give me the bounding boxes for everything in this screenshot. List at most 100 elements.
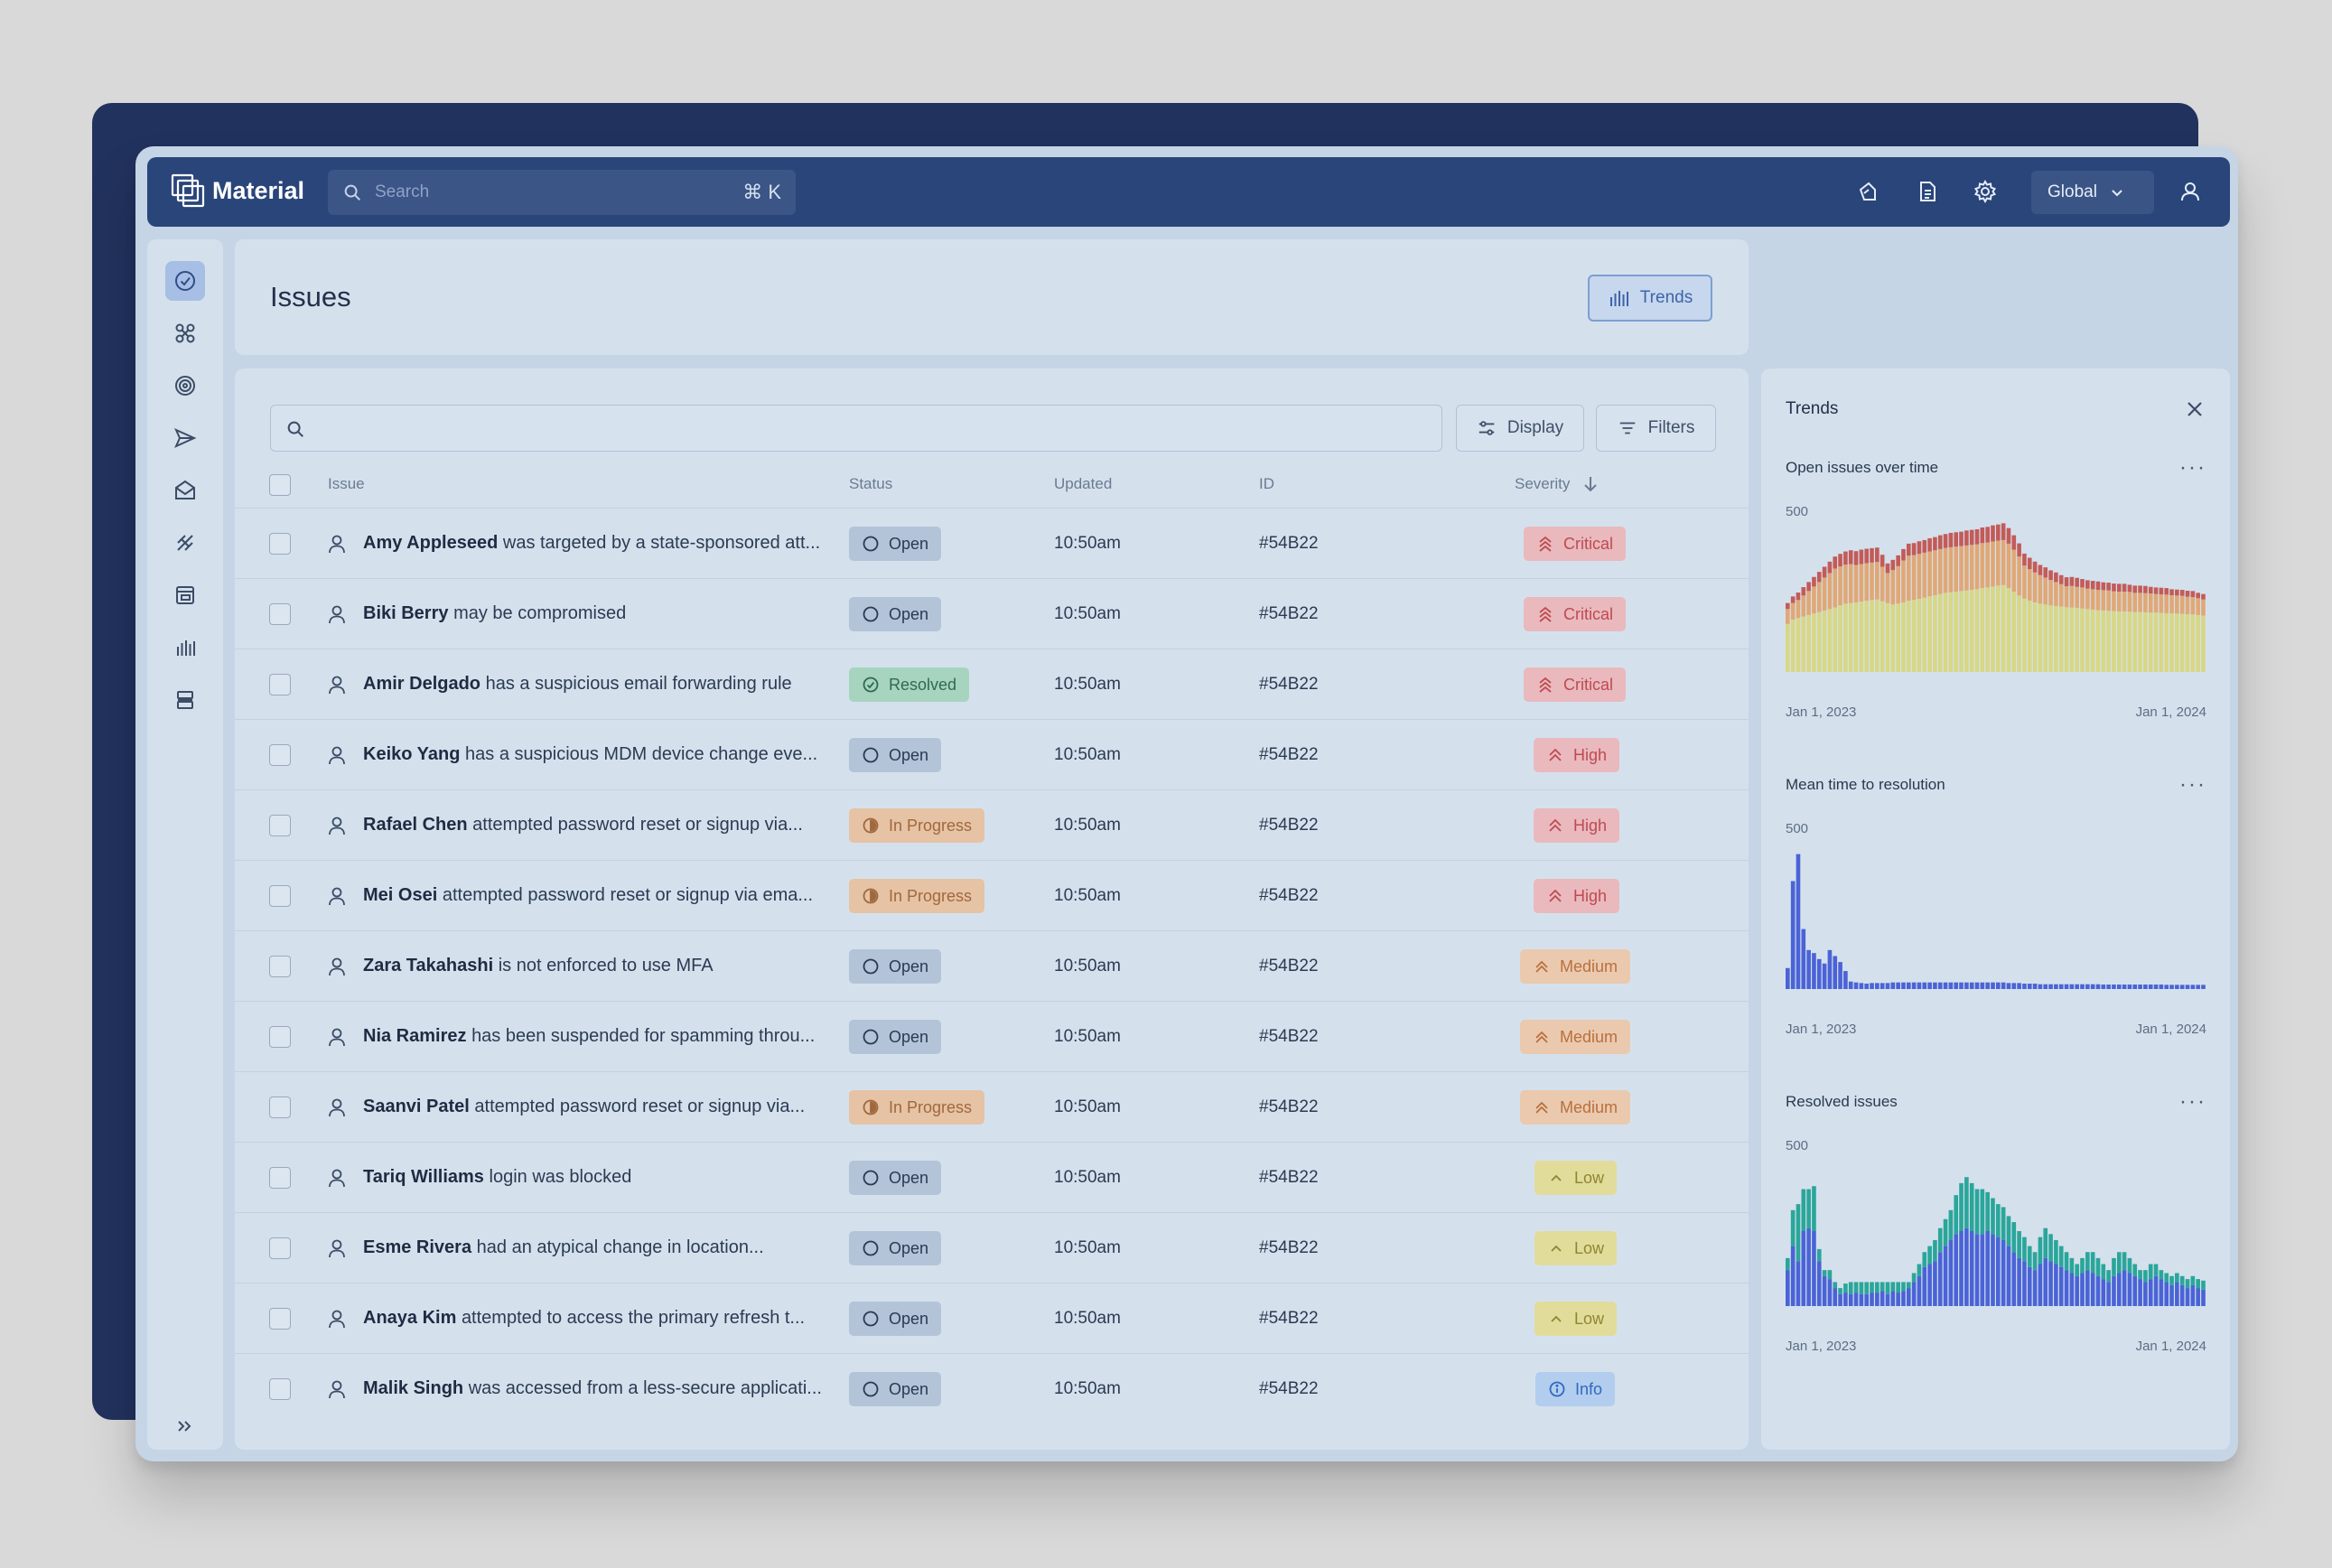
table-row[interactable]: Amy Appleseed was targeted by a state-sp… xyxy=(235,508,1749,578)
table-row[interactable]: Amir Delgado has a suspicious email forw… xyxy=(235,649,1749,719)
nav-mail-icon[interactable] xyxy=(165,471,205,510)
chart-bar xyxy=(2090,581,2095,590)
issue-description[interactable]: Amir Delgado has a suspicious email forw… xyxy=(363,674,792,695)
chart-bar xyxy=(1896,1282,1900,1293)
column-header-issue[interactable]: Issue xyxy=(328,475,365,492)
chart-bar xyxy=(1843,603,1848,672)
row-checkbox[interactable] xyxy=(269,1167,291,1189)
nav-analytics-icon[interactable] xyxy=(165,628,205,667)
issue-description[interactable]: Saanvi Patel attempted password reset or… xyxy=(363,1097,805,1117)
issue-id: #54B22 xyxy=(1259,886,1319,905)
nav-send-icon[interactable] xyxy=(165,418,205,458)
issue-description[interactable]: Mei Osei attempted password reset or sig… xyxy=(363,885,813,906)
chart-bar xyxy=(2175,613,2179,672)
row-checkbox[interactable] xyxy=(269,1097,291,1118)
brand-logo[interactable]: Material xyxy=(171,173,304,208)
row-checkbox[interactable] xyxy=(269,1378,291,1400)
nav-reports-icon[interactable] xyxy=(165,575,205,615)
row-checkbox[interactable] xyxy=(269,533,291,555)
issue-description[interactable]: Keiko Yang has a suspicious MDM device c… xyxy=(363,744,817,765)
issue-user-name: Biki Berry xyxy=(363,603,449,623)
chart-bar xyxy=(1870,1293,1874,1306)
table-row[interactable]: Keiko Yang has a suspicious MDM device c… xyxy=(235,719,1749,789)
display-button[interactable]: Display xyxy=(1456,405,1584,452)
nav-issues-icon[interactable] xyxy=(165,261,205,301)
table-row[interactable]: Mei Osei attempted password reset or sig… xyxy=(235,860,1749,930)
row-checkbox[interactable] xyxy=(269,744,291,766)
row-checkbox[interactable] xyxy=(269,1026,291,1048)
severity-low-icon xyxy=(1547,1169,1565,1187)
status-open-icon xyxy=(862,605,880,623)
select-all-checkbox[interactable] xyxy=(269,474,291,496)
chart-bar xyxy=(1969,1231,1974,1306)
filters-button[interactable]: Filters xyxy=(1596,405,1716,452)
expand-sidebar-icon[interactable] xyxy=(165,1406,205,1446)
status-label: Open xyxy=(889,957,929,975)
issue-description[interactable]: Zara Takahashi is not enforced to use MF… xyxy=(363,956,714,976)
nav-integrations-icon[interactable] xyxy=(165,313,205,353)
column-header-updated[interactable]: Updated xyxy=(1054,475,1113,492)
issue-id: #54B22 xyxy=(1259,957,1319,975)
more-options-icon[interactable]: ··· xyxy=(2179,772,2206,797)
updated-time: 10:50am xyxy=(1054,1027,1121,1046)
user-profile-icon[interactable] xyxy=(2178,179,2203,204)
display-button-label: Display xyxy=(1506,418,1564,437)
scope-dropdown[interactable]: Global xyxy=(2031,171,2154,214)
table-row[interactable]: Rafael Chen attempted password reset or … xyxy=(235,789,1749,860)
table-row[interactable]: Nia Ramirez has been suspended for spamm… xyxy=(235,1001,1749,1071)
column-header-severity[interactable]: Severity xyxy=(1515,475,1599,493)
chart-bar xyxy=(1933,537,1937,551)
chart-bar xyxy=(2132,585,2138,593)
chart-bar xyxy=(2106,1270,2111,1283)
issue-description[interactable]: Esme Rivera had an atypical change in lo… xyxy=(363,1237,764,1258)
severity-badge: Medium xyxy=(1520,949,1631,984)
nav-tools-icon[interactable] xyxy=(165,523,205,563)
severity-badge: Critical xyxy=(1524,527,1627,561)
table-row[interactable]: Biki Berry may be compromised Open 10:50am… xyxy=(235,578,1749,649)
document-icon[interactable] xyxy=(1915,179,1940,204)
table-row[interactable]: Tariq Williams login was blocked Open 10:5… xyxy=(235,1142,1749,1212)
notification-icon[interactable] xyxy=(1856,179,1881,204)
row-checkbox[interactable] xyxy=(269,674,291,695)
row-checkbox[interactable] xyxy=(269,815,291,836)
more-options-icon[interactable]: ··· xyxy=(2179,1089,2206,1114)
row-checkbox[interactable] xyxy=(269,956,291,977)
issue-description[interactable]: Tariq Williams login was blocked xyxy=(363,1167,631,1188)
row-checkbox[interactable] xyxy=(269,603,291,625)
chart-bar xyxy=(2112,611,2116,672)
row-checkbox[interactable] xyxy=(269,1308,291,1330)
chart-bar xyxy=(1827,573,1833,610)
settings-gear-icon[interactable] xyxy=(1973,179,1998,204)
issue-description[interactable]: Amy Appleseed was targeted by a state-sp… xyxy=(363,533,820,554)
nav-database-icon[interactable] xyxy=(165,680,205,720)
table-row[interactable]: Malik Singh was accessed from a less-sec… xyxy=(235,1353,1749,1423)
table-row[interactable]: Anaya Kim attempted to access the primar… xyxy=(235,1283,1749,1353)
nav-target-icon[interactable] xyxy=(165,366,205,406)
issue-description[interactable]: Anaya Kim attempted to access the primar… xyxy=(363,1308,805,1329)
issues-search-input[interactable] xyxy=(270,405,1442,452)
severity-medium-icon xyxy=(1533,957,1551,975)
global-search-input[interactable]: Search ⌘ K xyxy=(328,170,796,215)
issue-description[interactable]: Malik Singh was accessed from a less-sec… xyxy=(363,1378,822,1399)
issue-id: #54B22 xyxy=(1259,1097,1319,1116)
status-open-icon xyxy=(862,1239,880,1257)
table-row[interactable]: Zara Takahashi is not enforced to use MF… xyxy=(235,930,1749,1001)
row-checkbox[interactable] xyxy=(269,1237,291,1259)
issue-detail: is not enforced to use MFA xyxy=(498,956,714,975)
table-row[interactable]: Saanvi Patel attempted password reset or… xyxy=(235,1071,1749,1142)
chart-bar xyxy=(2148,1264,2153,1280)
chart-bar xyxy=(2032,984,2038,989)
issue-description[interactable]: Nia Ramirez has been suspended for spamm… xyxy=(363,1026,815,1047)
trends-button[interactable]: Trends xyxy=(1588,275,1712,322)
column-header-status[interactable]: Status xyxy=(849,475,893,492)
column-header-id[interactable]: ID xyxy=(1259,475,1274,492)
chart-bar xyxy=(2190,591,2196,597)
issue-description[interactable]: Rafael Chen attempted password reset or … xyxy=(363,815,803,835)
status-label: Open xyxy=(889,1027,929,1046)
table-row[interactable]: Esme Rivera had an atypical change in lo… xyxy=(235,1212,1749,1283)
row-checkbox[interactable] xyxy=(269,885,291,907)
issue-description[interactable]: Biki Berry may be compromised xyxy=(363,603,626,624)
close-icon[interactable] xyxy=(2185,399,2205,419)
chart-bar xyxy=(1838,962,1842,989)
more-options-icon[interactable]: ··· xyxy=(2179,455,2206,480)
